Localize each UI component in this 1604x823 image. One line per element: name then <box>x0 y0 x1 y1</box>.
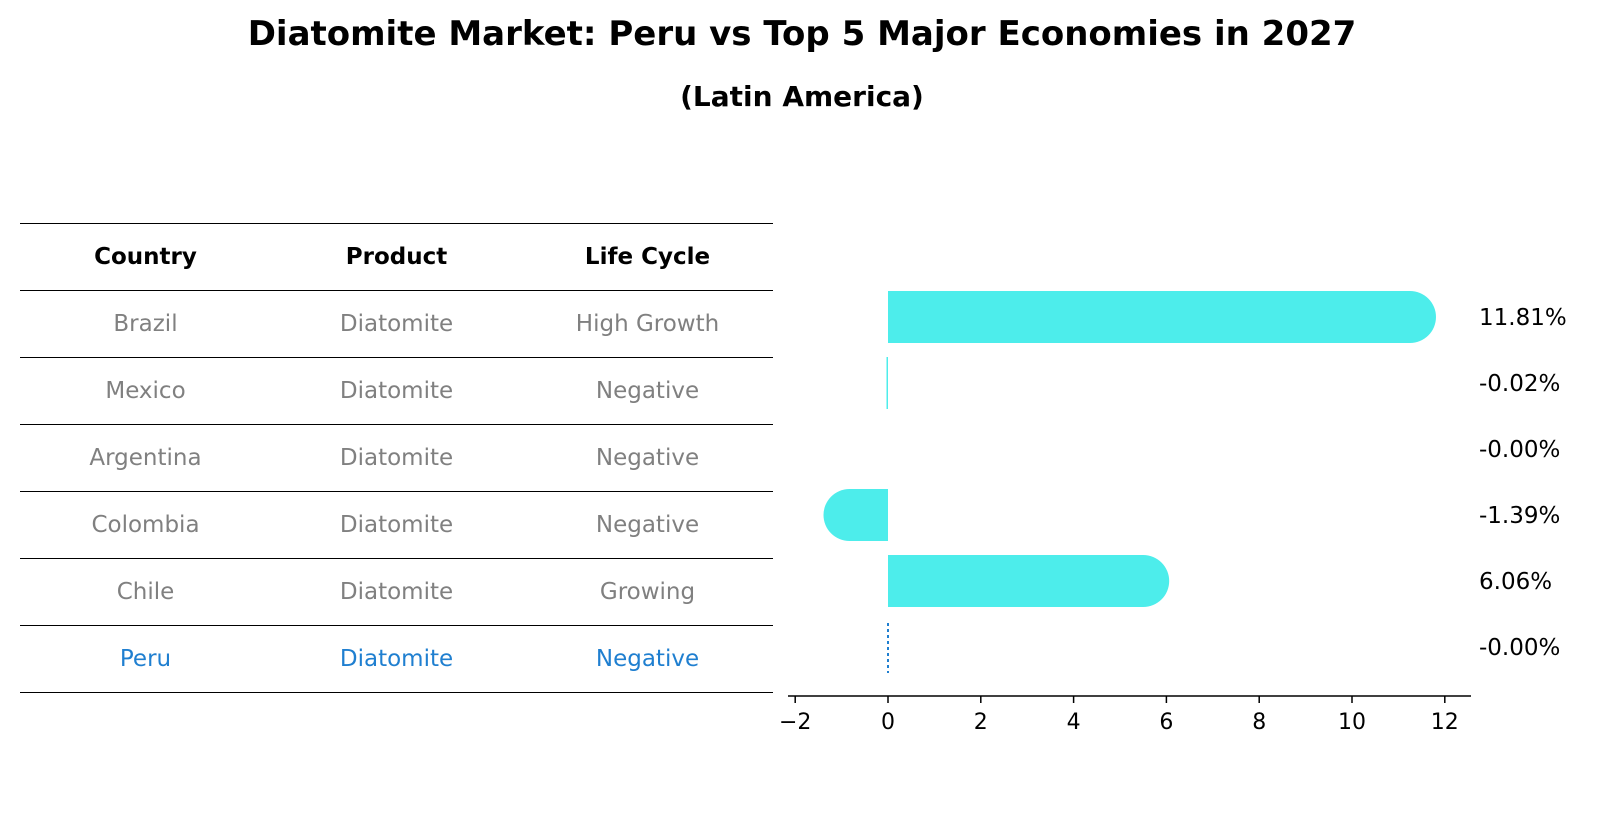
chart-subtitle: (Latin America) <box>680 80 924 113</box>
cell-life-cycle: Negative <box>595 378 700 404</box>
bar-value-label: -0.00% <box>1479 635 1560 661</box>
table-row-highlight: Peru Diatomite Negative <box>20 625 773 693</box>
cell-product: Diatomite <box>339 445 454 471</box>
x-tick-label: 2 <box>974 710 988 735</box>
header-country: Country <box>94 244 197 270</box>
cell-product: Diatomite <box>339 646 454 672</box>
bar-brazil <box>888 291 1436 343</box>
bar-mexico <box>886 357 888 409</box>
x-tick-label: 8 <box>1252 710 1266 735</box>
bar-value-label: -0.00% <box>1479 437 1560 463</box>
cell-country: Colombia <box>91 512 200 538</box>
bar-value-label: -1.39% <box>1479 503 1560 529</box>
x-tick-label: −2 <box>779 710 811 735</box>
table-row: Mexico Diatomite Negative <box>20 357 773 424</box>
x-tick-label: 10 <box>1338 710 1366 735</box>
x-tick-label: 4 <box>1067 710 1081 735</box>
bar-chile <box>888 555 1170 607</box>
cell-life-cycle: Negative <box>595 445 700 471</box>
x-tick-label: 0 <box>881 710 895 735</box>
header-product: Product <box>345 244 448 270</box>
bar-value-label: 11.81% <box>1479 305 1567 331</box>
x-tick-label: 12 <box>1431 710 1459 735</box>
cell-country: Chile <box>116 579 175 605</box>
table-row: Argentina Diatomite Negative <box>20 424 773 491</box>
bar-colombia <box>823 489 888 541</box>
x-tick-label: 6 <box>1159 710 1173 735</box>
cell-country: Brazil <box>113 311 178 337</box>
chart-title: Diatomite Market: Peru vs Top 5 Major Ec… <box>247 14 1357 54</box>
cell-product: Diatomite <box>339 512 454 538</box>
cell-product: Diatomite <box>339 378 454 404</box>
cell-life-cycle: High Growth <box>575 311 720 337</box>
cell-product: Diatomite <box>339 311 454 337</box>
table-header-row: Country Product Life Cycle <box>20 223 773 290</box>
table-row: Colombia Diatomite Negative <box>20 491 773 558</box>
table-row: Chile Diatomite Growing <box>20 558 773 625</box>
cell-country: Mexico <box>105 378 186 404</box>
country-table: Country Product Life Cycle Brazil Diatom… <box>20 223 773 693</box>
header-life-cycle: Life Cycle <box>584 244 711 270</box>
cell-life-cycle: Growing <box>599 579 696 605</box>
cell-product: Diatomite <box>339 579 454 605</box>
cell-life-cycle: Negative <box>595 646 700 672</box>
cell-country: Peru <box>119 646 172 672</box>
cell-country: Argentina <box>89 445 202 471</box>
cell-life-cycle: Negative <box>595 512 700 538</box>
table-row: Brazil Diatomite High Growth <box>20 290 773 357</box>
bar-value-label: -0.02% <box>1479 371 1560 397</box>
bar-value-label: 6.06% <box>1479 569 1552 595</box>
